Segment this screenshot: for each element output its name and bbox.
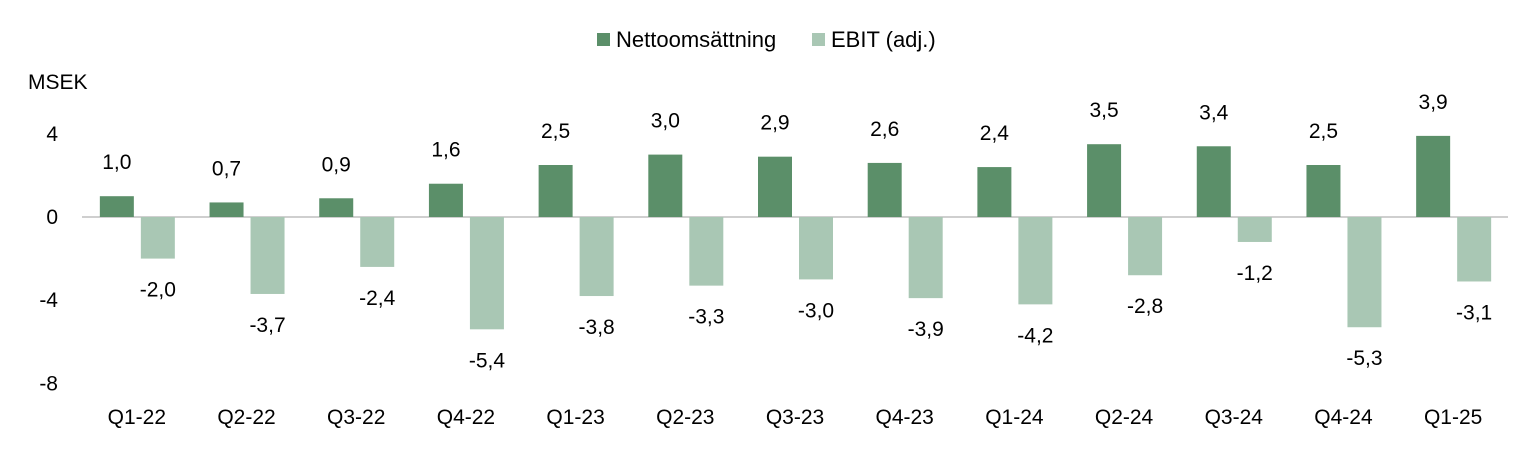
y-tick-label: 0: [46, 206, 58, 229]
data-label: 2,9: [760, 112, 789, 135]
bar-nettoomsattning: [99, 196, 134, 217]
x-tick-label: Q4-23: [876, 406, 934, 429]
data-label: -3,0: [798, 299, 834, 322]
x-tick-label: Q1-25: [1424, 406, 1482, 429]
x-tick-label: Q3-24: [1205, 406, 1264, 429]
bar-nettoomsattning: [538, 165, 573, 217]
data-label: 3,5: [1089, 99, 1118, 122]
bar-ebit-adj: [799, 217, 833, 280]
y-tick-label: -4: [39, 289, 58, 312]
legend-label-ebit-adj: EBIT (adj.): [831, 27, 936, 52]
data-label: -3,7: [249, 314, 285, 337]
bar-ebit-adj: [579, 217, 614, 297]
data-label: 3,9: [1419, 91, 1448, 114]
x-tick-label: Q2-24: [1095, 406, 1154, 429]
bar-nettoomsattning: [867, 162, 902, 217]
y-tick-label: -8: [39, 372, 58, 395]
data-label: 2,5: [541, 120, 570, 143]
bar-ebit-adj: [360, 217, 395, 267]
data-label: 3,0: [651, 110, 680, 133]
data-label: -2,0: [140, 279, 176, 302]
data-label: -3,8: [579, 316, 615, 339]
x-tick-label: Q1-23: [546, 406, 604, 429]
x-tick-label: Q1-24: [985, 406, 1044, 429]
legend: Nettoomsättning EBIT (adj.): [597, 27, 936, 52]
data-label: 0,7: [212, 157, 241, 180]
bar-ebit-adj: [1457, 217, 1492, 282]
bar-nettoomsattning: [1087, 144, 1122, 217]
x-tick-label: Q3-23: [766, 406, 824, 429]
x-tick-label: Q4-22: [437, 406, 495, 429]
bar-nettoomsattning: [428, 183, 463, 217]
data-label: -5,4: [469, 349, 506, 372]
bar-ebit-adj: [1018, 217, 1053, 305]
bar-nettoomsattning: [1416, 135, 1451, 217]
legend-label-nettoomsattning: Nettoomsättning: [616, 27, 776, 52]
data-label: -1,2: [1237, 262, 1273, 285]
legend-swatch-nettoomsattning: [597, 33, 610, 46]
data-label: -4,2: [1017, 324, 1053, 347]
bar-nettoomsattning: [758, 156, 792, 217]
data-label: -5,3: [1346, 347, 1382, 370]
bar-ebit-adj: [1128, 217, 1163, 276]
data-label: -3,9: [908, 318, 944, 341]
data-label: -2,8: [1127, 295, 1163, 318]
data-label: 2,6: [870, 118, 899, 141]
data-label: -2,4: [359, 287, 396, 310]
x-tick-label: Q1-22: [108, 406, 166, 429]
data-label: 2,5: [1309, 120, 1338, 143]
bar-ebit-adj: [469, 217, 504, 330]
x-tick-label: Q3-22: [327, 406, 385, 429]
bar-nettoomsattning: [977, 167, 1012, 217]
bar-ebit-adj: [250, 217, 285, 294]
bar-ebit-adj: [689, 217, 724, 286]
bar-nettoomsattning: [648, 154, 683, 217]
bar-ebit-adj: [1347, 217, 1382, 328]
data-label: 3,4: [1199, 101, 1229, 124]
y-axis-unit-label: MSEK: [28, 71, 88, 94]
bars: [99, 135, 1492, 330]
bar-nettoomsattning: [319, 198, 354, 217]
data-label: 0,9: [322, 153, 351, 176]
x-axis-category-labels: Q1-22 Q2-22 Q3-22 Q4-22 Q1-23 Q2-23 Q3-23 Q4-23…: [108, 406, 1483, 429]
data-labels: 1,0 -2,0 0,7 -3,7 0,9 -2,4 1,6 -5,4 2,5 -3,8 3,0 -3…: [102, 91, 1492, 372]
bar-ebit-adj: [140, 217, 175, 259]
x-tick-label: Q2-22: [217, 406, 275, 429]
bar-nettoomsattning: [1196, 146, 1231, 217]
x-tick-label: Q4-24: [1314, 406, 1373, 429]
legend-swatch-ebit-adj: [812, 33, 825, 46]
data-label: -3,1: [1456, 301, 1492, 324]
bar-ebit-adj: [1237, 217, 1272, 242]
bar-nettoomsattning: [209, 202, 244, 217]
data-label: 1,0: [102, 151, 131, 174]
data-label: -3,3: [688, 306, 724, 329]
bar-ebit-adj: [908, 217, 943, 299]
data-label: 1,6: [431, 139, 460, 162]
bar-nettoomsattning: [1306, 165, 1341, 217]
x-tick-label: Q2-23: [656, 406, 714, 429]
y-axis-ticks: 4 0 -4 -8: [39, 123, 58, 396]
y-tick-label: 4: [46, 123, 58, 146]
data-label: 2,4: [980, 122, 1010, 145]
